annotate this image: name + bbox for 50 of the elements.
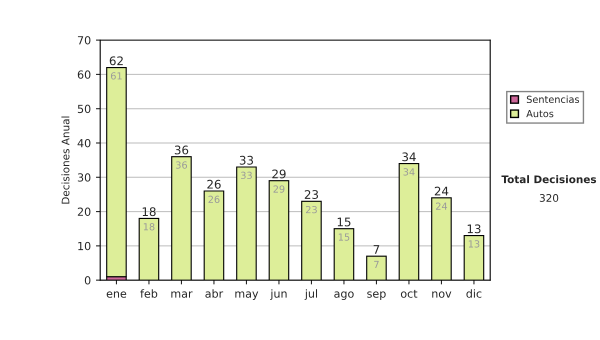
data-label: 34 [404,168,415,176]
total-label: 13 [468,224,481,234]
total-label: 34 [402,152,416,162]
total-label: 15 [338,218,350,226]
x-tick-label: jul [304,289,318,300]
data-label: 15 [338,234,350,241]
x-tick-label: oct [400,290,418,298]
data-label: 29 [273,185,284,193]
y-axis-title: Decisiones Anual [61,116,70,204]
y-tick-label: 0 [84,276,90,285]
legend-label: Sentencias [526,95,580,104]
legend-label: Autos [526,110,554,118]
data-label: 18 [144,223,154,230]
x-tick-label: nov [432,291,452,298]
data-label: 33 [241,172,252,180]
x-tick-label: dic [466,289,482,298]
total-label: 26 [207,180,221,189]
data-label: 36 [176,161,188,169]
total-label: 18 [142,207,156,216]
y-tick-label: 60 [78,70,90,79]
data-label: 7 [374,260,379,268]
data-label: 61 [110,72,122,80]
y-tick-label: 20 [78,208,90,216]
data-label: 23 [306,206,317,214]
x-tick-label: abr [205,289,224,298]
data-label: 24 [436,202,448,210]
total-label: 36 [174,145,188,154]
bar [106,67,127,278]
x-tick-label: jun [270,289,287,300]
data-label: 13 [468,240,480,248]
total-label: 24 [434,186,448,196]
x-tick-label: feb [140,289,158,298]
x-tick-label: ene [106,291,126,298]
data-label: 26 [208,196,220,204]
total-label: 62 [110,56,123,66]
y-tick-label: 10 [78,242,90,250]
x-tick-label: sep [367,291,386,300]
x-tick-label: may [235,291,258,300]
x-tick-label: mar [171,291,193,298]
y-tick-label: 30 [78,173,90,182]
total-label: 23 [304,190,318,199]
text: 320 [540,194,558,202]
total-label: 33 [240,156,254,165]
text: Total Decisiones [501,175,596,184]
total-label: 7 [374,245,380,254]
total-label: 29 [272,170,286,178]
y-tick-label: 50 [78,104,90,114]
y-tick-label: 70 [78,36,90,44]
x-tick-label: ago [334,291,354,300]
y-tick-label: 40 [78,138,90,148]
